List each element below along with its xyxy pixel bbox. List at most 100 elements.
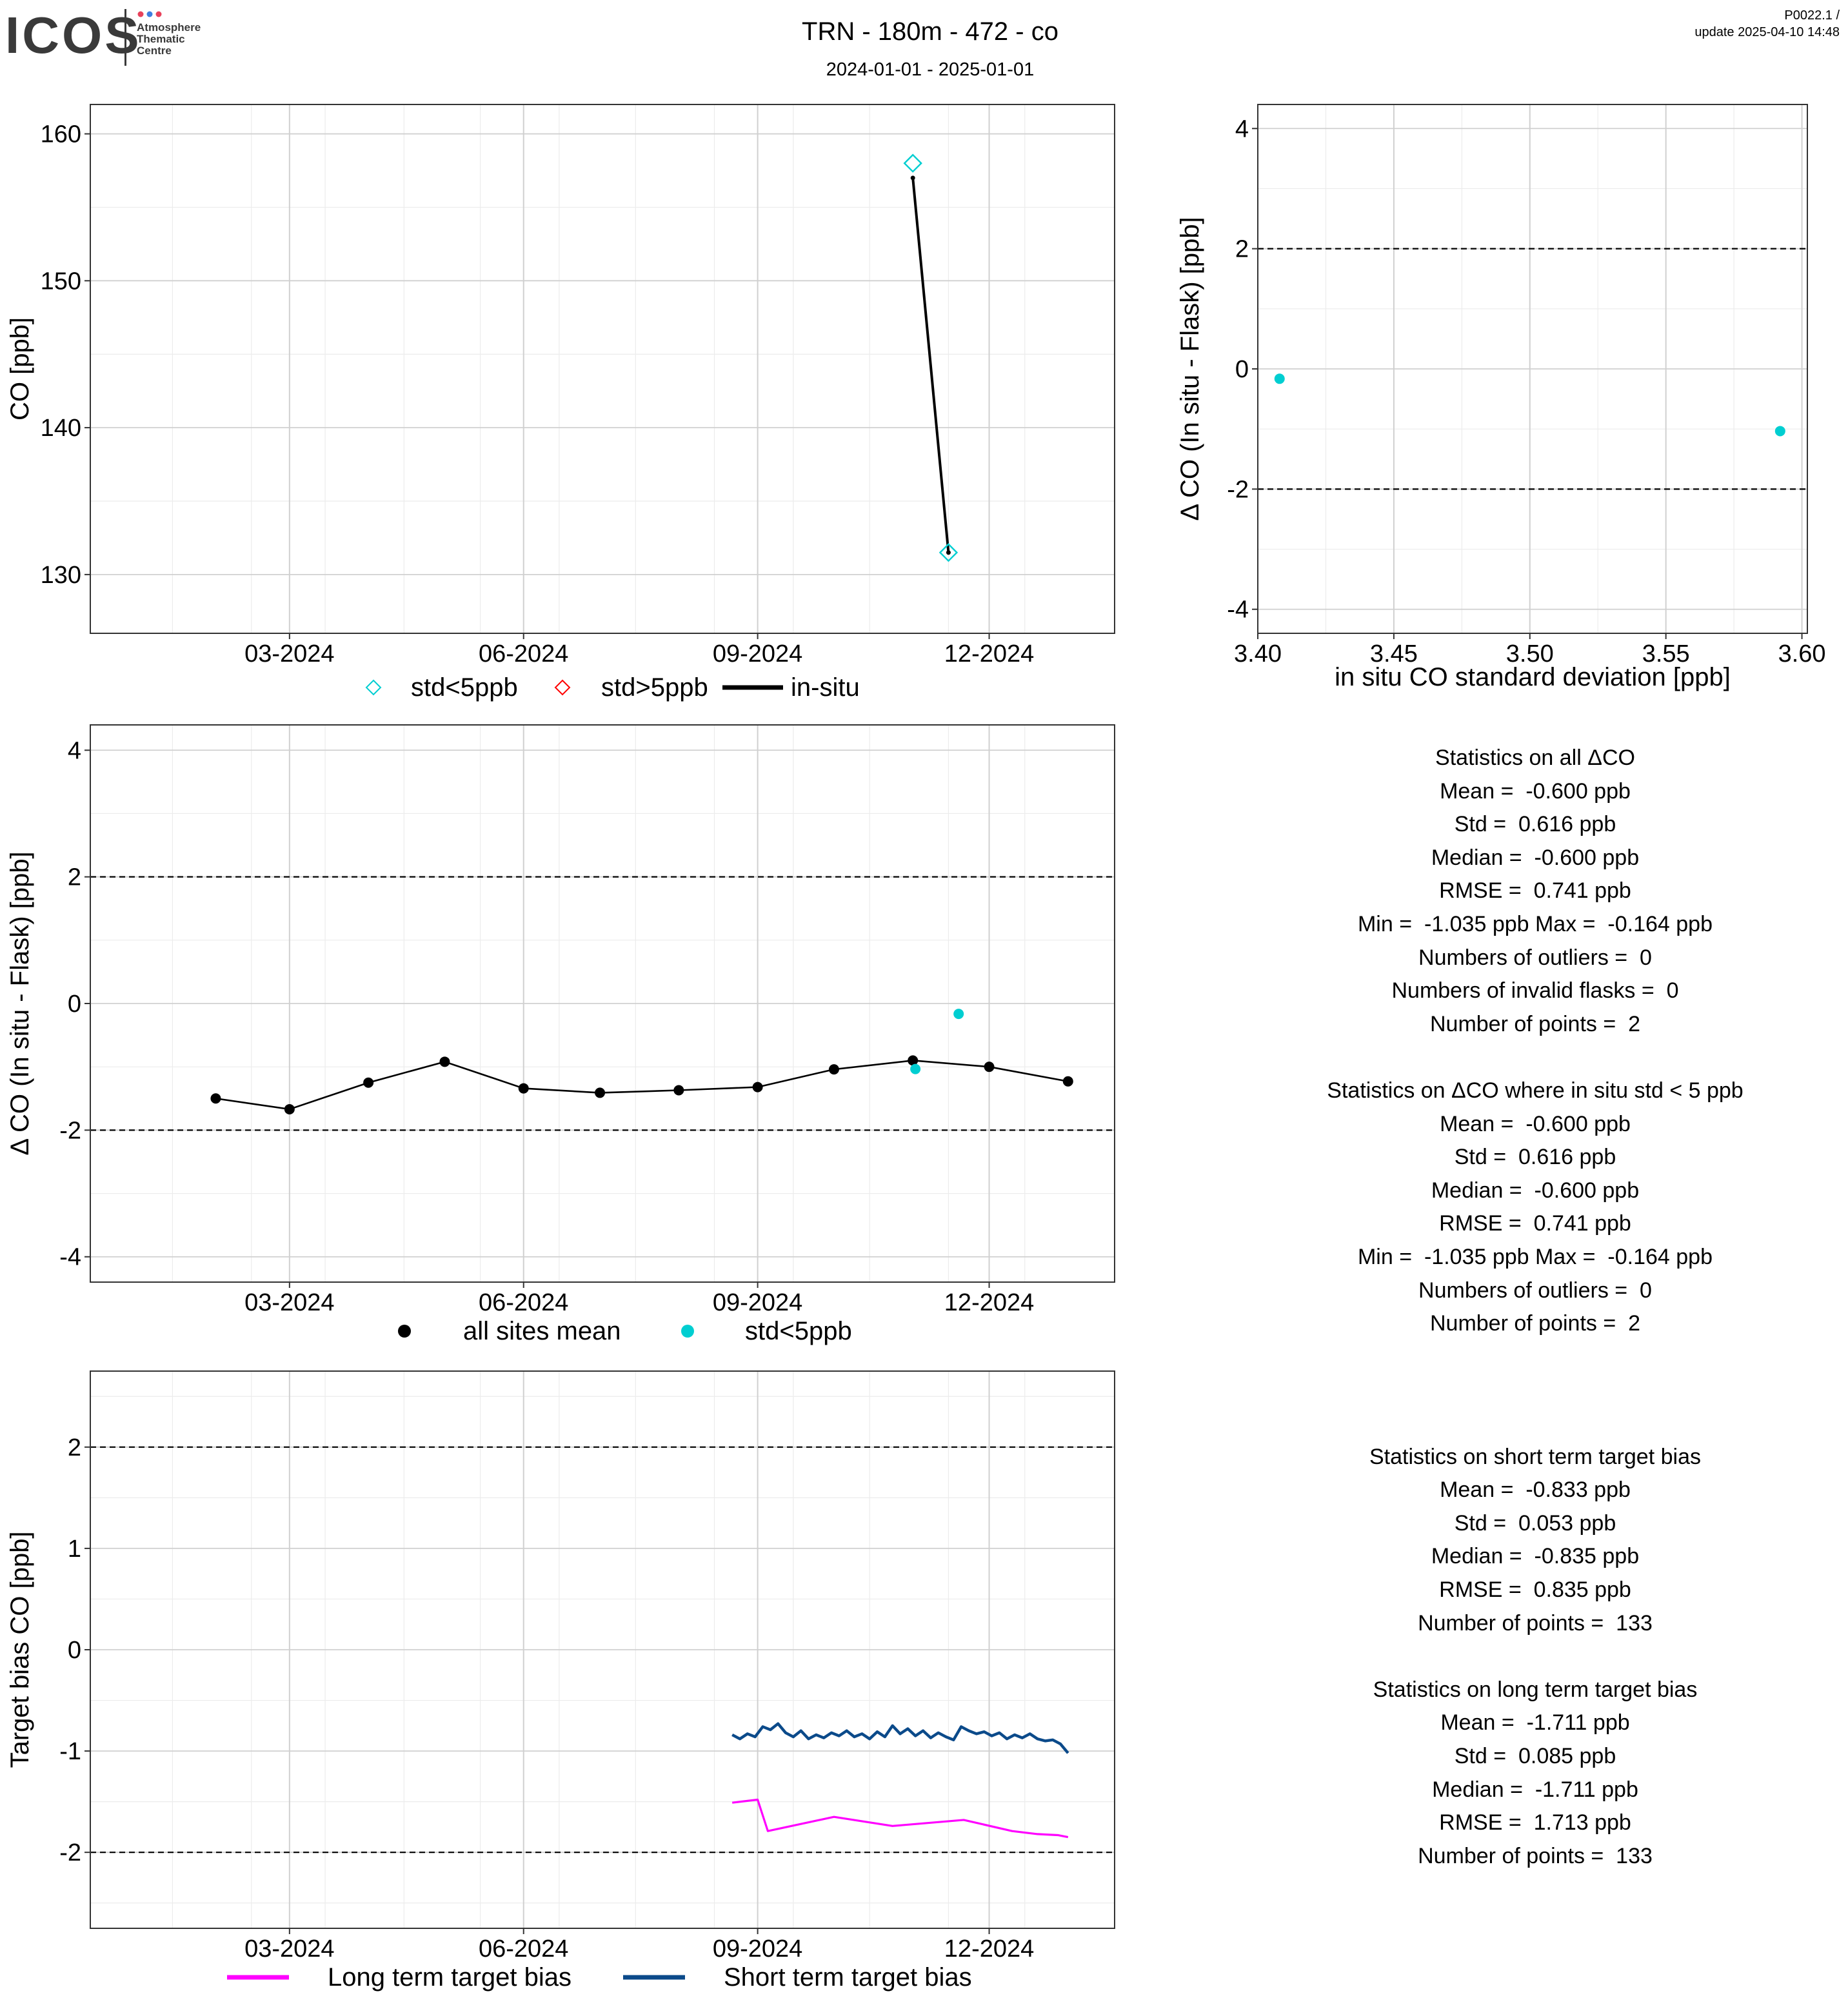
stats-line: Numbers of outliers = 0	[1418, 1278, 1652, 1303]
short-term-bias-line	[731, 1722, 1069, 1754]
logo-dot-red	[137, 11, 144, 17]
y-tick-label: 140	[41, 415, 81, 442]
insitu-line	[911, 177, 950, 553]
legend-label-insitu: in-situ	[791, 673, 860, 702]
y-tick-label: -4	[1227, 597, 1249, 624]
legend-key-all-sites-mean	[398, 1325, 411, 1338]
x-tick-label: 3.50	[1506, 640, 1554, 667]
all-sites-mean-point	[984, 1062, 995, 1073]
figure-subtitle: 2024-01-01 - 2025-01-01	[826, 59, 1034, 80]
y-tick-label: 0	[1235, 356, 1249, 383]
logo-word: ICOS	[5, 6, 142, 64]
x-tick-label: 3.55	[1642, 640, 1690, 667]
scatter-point	[1774, 426, 1785, 437]
x-tick-label: 3.60	[1778, 640, 1826, 667]
x-tick-label: 06-2024	[479, 1935, 568, 1963]
y-tick-label: 0	[68, 1637, 81, 1664]
x-tick-label: 06-2024	[479, 1289, 568, 1316]
x-tick-label: 03-2024	[244, 1289, 334, 1316]
stats-title: Statistics on long term target bias	[1373, 1677, 1698, 1702]
y-tick-label: 160	[41, 121, 81, 148]
x-tick-label: 03-2024	[244, 1935, 334, 1963]
x-axis-label: in situ CO standard deviation [ppb]	[1335, 663, 1731, 691]
scatter-panel: -4 -2 0 2 4 3.40 3.45 3.50 3.55 3.60 in situ CO st…	[1176, 104, 1826, 691]
stats-title: Statistics on ΔCO where in situ std < 5 …	[1327, 1078, 1744, 1103]
y-axis-label: Target bias CO [ppb]	[6, 1532, 34, 1768]
flask-std-lt5-point	[953, 1009, 964, 1020]
y-tick-label: -1	[59, 1738, 81, 1765]
x-tick-label: 09-2024	[713, 1289, 802, 1316]
all-sites-mean-point	[518, 1083, 529, 1094]
logo-sub-2: Thematic	[137, 33, 185, 45]
legend-key-std-lt5	[365, 679, 382, 696]
all-sites-mean-point	[284, 1103, 295, 1114]
stats-title: Statistics on short term target bias	[1369, 1444, 1701, 1469]
stats-line: Std = 0.616 ppb	[1454, 1145, 1616, 1170]
legend-label-std-lt5: std<5ppb	[411, 673, 518, 702]
flask-std-lt5-point	[910, 1063, 921, 1074]
y-tick-label: -2	[1227, 476, 1249, 503]
y-tick-label: -2	[59, 1839, 81, 1866]
stats-long-term: Statistics on long term target bias Mean…	[1226, 1674, 1845, 1874]
x-tick-label: 03-2024	[244, 640, 334, 667]
stats-line: RMSE = 0.741 ppb	[1439, 1211, 1631, 1236]
logo-dot-blue	[146, 11, 153, 17]
stats-line: Median = -1.711 ppb	[1432, 1777, 1638, 1802]
stats-line: Min = -1.035 ppb Max = -0.164 ppb	[1357, 1244, 1713, 1269]
y-tick-label: 0	[68, 991, 81, 1018]
legend-label-std-lt5: std<5ppb	[745, 1317, 852, 1345]
legend-label-all-sites-mean: all sites mean	[463, 1317, 621, 1345]
all-sites-mean-point	[673, 1085, 684, 1096]
y-tick-label: 130	[41, 562, 81, 589]
y-axis-label: Δ CO (In situ - Flask) [ppb]	[6, 851, 34, 1155]
y-tick-label: 150	[41, 268, 81, 295]
all-sites-mean-point	[439, 1056, 450, 1067]
icos-logo: ICOS Atmosphere Thematic Centre	[5, 6, 201, 66]
stats-line: Number of points = 133	[1418, 1610, 1653, 1636]
logo-divider	[124, 9, 126, 66]
stats-line: RMSE = 0.835 ppb	[1439, 1577, 1631, 1603]
stats-line: Mean = -1.711 ppb	[1440, 1710, 1630, 1735]
x-tick-label: 09-2024	[713, 1935, 802, 1963]
stats-line: Number of points = 133	[1418, 1843, 1653, 1868]
x-tick-label: 09-2024	[713, 640, 802, 667]
stats-line: Min = -1.035 ppb Max = -0.164 ppb	[1357, 911, 1713, 936]
y-tick-label: -4	[59, 1244, 81, 1271]
all-sites-mean-point	[752, 1082, 763, 1092]
plot-border	[90, 104, 1115, 634]
legend-key-std-gt5	[554, 679, 571, 696]
flask-std-lt5-marker	[939, 543, 959, 562]
stats-line: Mean = -0.600 ppb	[1440, 778, 1631, 804]
y-axis-label: Δ CO (In situ - Flask) [ppb]	[1176, 217, 1204, 520]
stats-line: RMSE = 1.713 ppb	[1439, 1810, 1631, 1835]
x-tick-label: 3.40	[1234, 640, 1282, 667]
plot-border	[90, 1370, 1115, 1929]
update-label: update 2025-04-10 14:48	[1694, 25, 1840, 39]
stats-line: Std = 0.053 ppb	[1454, 1510, 1616, 1536]
legend-label-long-term: Long term target bias	[328, 1963, 571, 1992]
legend-label-short-term: Short term target bias	[724, 1963, 972, 1992]
flask-std-lt5-marker	[903, 153, 922, 173]
timeseries-panel: 130 140 150 160 03-2024 06-2024 09-2024 12-2024…	[6, 104, 1115, 702]
y-tick-label: 2	[68, 864, 81, 891]
logo-sub-3: Centre	[137, 44, 172, 57]
all-sites-mean-point	[828, 1064, 839, 1075]
stats-line: Numbers of outliers = 0	[1418, 945, 1652, 970]
x-tick-label: 06-2024	[479, 640, 568, 667]
stats-title: Statistics on all ΔCO	[1435, 746, 1635, 770]
plot-area	[90, 104, 1115, 633]
legend-label-std-gt5: std>5ppb	[601, 673, 708, 702]
all-sites-mean-point	[908, 1055, 919, 1066]
stats-line: Number of points = 2	[1429, 1311, 1640, 1336]
stats-short-term: Statistics on short term target bias Mea…	[1226, 1441, 1845, 1641]
all-sites-mean-point	[595, 1087, 606, 1098]
all-sites-mean-point	[1062, 1076, 1073, 1087]
target-bias-panel: -2 -1 0 1 2 03-2024 06-2024 09-2024 12-2024 Targe…	[6, 1370, 1115, 1992]
stats-line: Numbers of invalid flasks = 0	[1391, 978, 1679, 1004]
y-tick-label: 1	[68, 1536, 81, 1563]
y-tick-label: 2	[1235, 236, 1249, 263]
long-term-bias-line	[731, 1798, 1069, 1839]
version-label: P0022.1 /	[1784, 8, 1840, 23]
scatter-point	[1274, 373, 1285, 384]
